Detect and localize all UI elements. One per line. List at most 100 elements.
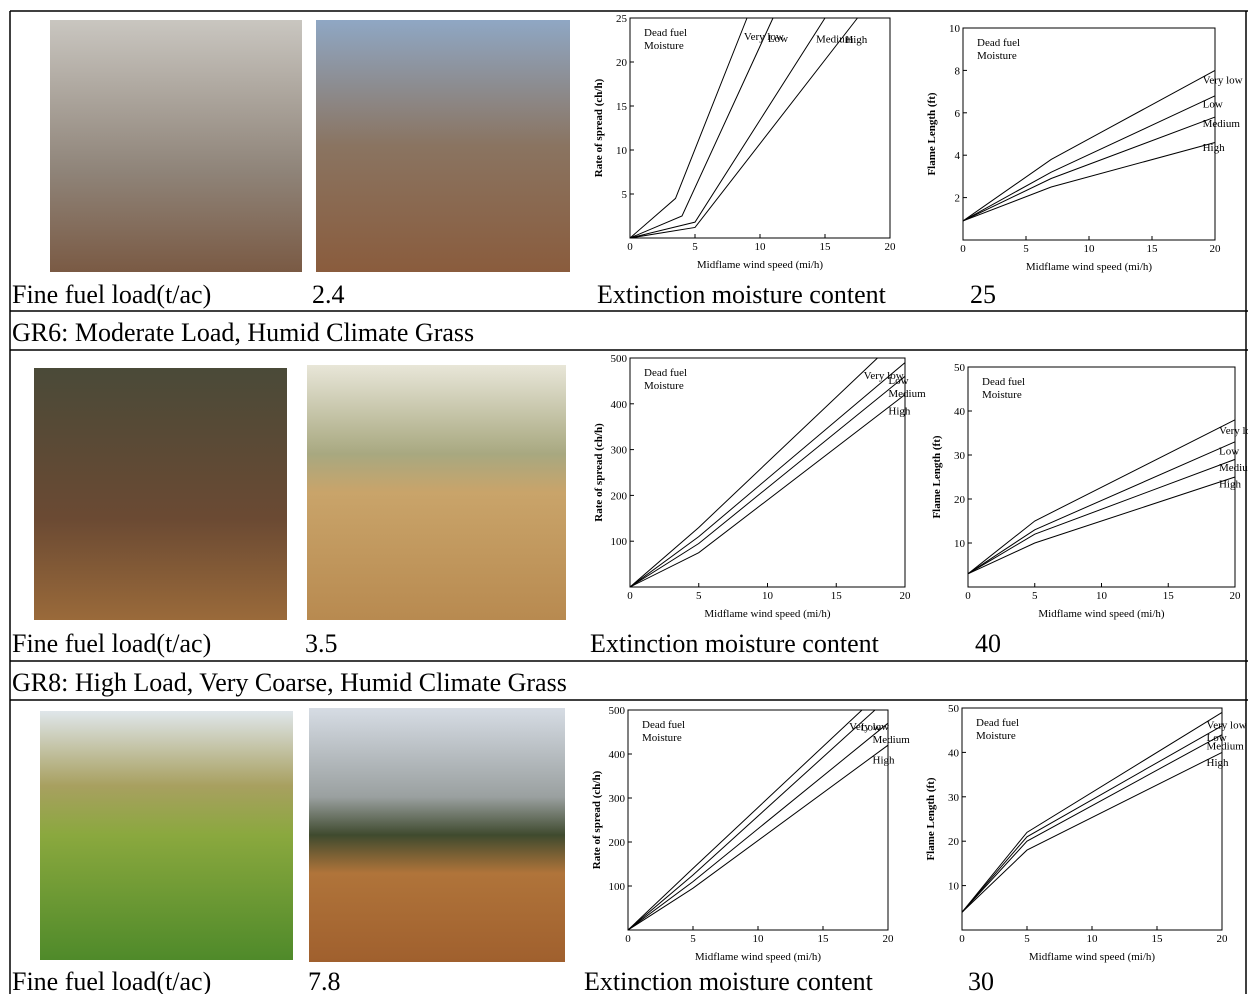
series-line	[967, 419, 1236, 575]
x-tick-label: 10	[762, 590, 774, 602]
legend-title: Moisture	[644, 380, 684, 392]
x-tick-label: 10	[1096, 590, 1108, 602]
photo	[307, 365, 566, 620]
legend-title: Dead fuel	[982, 376, 1025, 388]
x-tick-label: 5	[1032, 590, 1038, 602]
y-tick-label: 2	[955, 193, 961, 205]
row-texts: Fine fuel load(t/ac) 2.4 Extinction mois…	[12, 280, 1001, 994]
chart: 0 5 10 15 20 2 4 6 8 10 Midflame wind speed (mi/h)…	[926, 23, 1243, 273]
series-line	[629, 375, 906, 588]
y-axis-label: Flame Length (ft)	[926, 92, 938, 175]
series-line	[627, 709, 863, 931]
series-label: Medium	[1207, 740, 1245, 752]
x-tick-label: 0	[625, 933, 631, 945]
y-tick-label: 500	[611, 353, 628, 365]
y-tick-label: 20	[954, 494, 966, 506]
x-tick-label: 15	[820, 241, 832, 253]
fuel-load-label: Fine fuel load(t/ac)	[12, 629, 211, 658]
y-tick-label: 10	[616, 145, 628, 157]
series-line	[961, 712, 1223, 913]
series-line	[627, 709, 876, 931]
extinction-label: Extinction moisture content	[597, 280, 887, 309]
series-label: Very low	[1207, 719, 1247, 731]
legend-title: Dead fuel	[644, 27, 687, 39]
series-label: Low	[861, 722, 881, 734]
fuel-load-label: Fine fuel load(t/ac)	[12, 967, 211, 994]
x-tick-label: 10	[755, 241, 767, 253]
legend-title: Moisture	[642, 732, 682, 744]
legend-title: Dead fuel	[644, 367, 687, 379]
x-tick-label: 15	[1163, 590, 1175, 602]
x-tick-label: 15	[1152, 933, 1164, 945]
y-tick-label: 40	[954, 406, 966, 418]
x-tick-label: 10	[1087, 933, 1099, 945]
series-label: Very low	[864, 370, 904, 382]
headings: GR6: Moderate Load, Humid Climate Grass …	[12, 318, 567, 697]
x-tick-label: 5	[692, 241, 698, 253]
y-tick-label: 10	[949, 23, 961, 35]
series-label: Medium	[888, 388, 926, 400]
photo	[40, 711, 293, 960]
series-label: High	[1219, 479, 1242, 491]
extinction: 25	[970, 280, 996, 309]
fuel-load: 3.5	[305, 629, 338, 658]
fuel-load-label: Fine fuel load(t/ac)	[12, 280, 211, 309]
photo	[316, 20, 570, 272]
y-tick-label: 300	[611, 445, 628, 457]
y-tick-label: 100	[611, 536, 628, 548]
x-axis-label: Midflame wind speed (mi/h)	[695, 951, 822, 963]
legend-title: Dead fuel	[976, 717, 1019, 729]
series-line	[962, 116, 1216, 222]
series-line	[629, 362, 906, 588]
x-tick-label: 20	[1210, 243, 1222, 255]
photo	[34, 368, 287, 620]
x-tick-label: 5	[1024, 933, 1030, 945]
x-tick-label: 5	[690, 933, 696, 945]
chart: 0 5 10 15 20 10 20 30 40 50 Midflame wind speed (m…	[931, 362, 1248, 620]
series-label: High	[873, 755, 896, 767]
series-label: Medium	[873, 734, 911, 746]
extinction: 40	[975, 629, 1001, 658]
x-axis-label: Midflame wind speed (mi/h)	[704, 608, 831, 620]
series-line	[961, 734, 1223, 913]
fuel-load: 7.8	[308, 967, 341, 994]
photo	[309, 708, 565, 962]
series-line	[962, 69, 1216, 222]
series-line	[961, 751, 1223, 913]
legend-title: Moisture	[977, 50, 1017, 62]
y-tick-label: 25	[616, 13, 628, 25]
series-line	[627, 722, 889, 931]
chart: 0 5 10 15 20 5 10 15 20 25 Midflame wind speed (mi…	[593, 13, 896, 271]
fuel-load: 2.4	[312, 280, 345, 309]
y-tick-label: 50	[954, 362, 966, 374]
y-tick-label: 50	[948, 703, 960, 715]
series-line	[629, 357, 878, 588]
series-label: Low	[768, 33, 788, 45]
x-tick-label: 20	[900, 590, 912, 602]
y-axis-label: Flame Length (ft)	[925, 777, 937, 860]
x-tick-label: 5	[1023, 243, 1029, 255]
y-tick-label: 400	[611, 399, 628, 411]
legend-title: Moisture	[976, 730, 1016, 742]
x-tick-label: 20	[885, 241, 897, 253]
y-tick-label: 500	[609, 705, 626, 717]
x-axis-label: Midflame wind speed (mi/h)	[1026, 261, 1153, 273]
y-tick-label: 200	[611, 490, 628, 502]
y-tick-label: 200	[609, 837, 626, 849]
plot-frame	[629, 357, 906, 588]
x-axis-label: Midflame wind speed (mi/h)	[1038, 608, 1165, 620]
legend-title: Moisture	[982, 389, 1022, 401]
x-axis-label: Midflame wind speed (mi/h)	[1029, 951, 1156, 963]
series-line	[962, 95, 1216, 222]
series-label: Medium	[1203, 118, 1241, 130]
x-tick-label: 20	[1217, 933, 1229, 945]
y-axis-label: Rate of spread (ch/h)	[593, 423, 605, 522]
series-line	[629, 17, 858, 239]
series-line	[629, 17, 748, 239]
x-tick-label: 0	[627, 241, 633, 253]
y-tick-label: 30	[954, 450, 966, 462]
y-axis-label: Rate of spread (ch/h)	[593, 78, 605, 177]
legend-title: Dead fuel	[642, 719, 685, 731]
photo	[50, 20, 302, 272]
